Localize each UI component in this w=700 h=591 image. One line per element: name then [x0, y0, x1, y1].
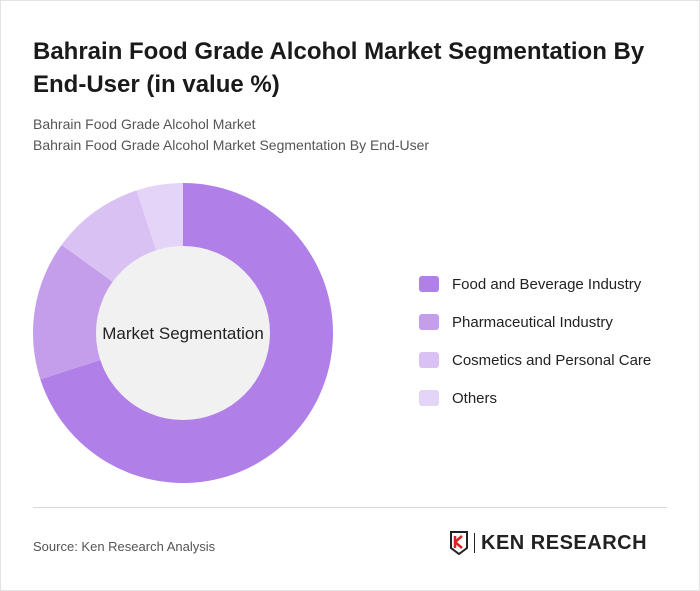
divider: [33, 507, 667, 508]
chart-title: Bahrain Food Grade Alcohol Market Segmen…: [33, 38, 645, 98]
legend-label: Food and Beverage Industry: [452, 275, 642, 293]
legend-label: Cosmetics and Personal Care: [452, 351, 652, 369]
center-label: Market Segmentation: [102, 324, 264, 343]
legend-swatch: [419, 390, 439, 406]
subtitle-market: Bahrain Food Grade Alcohol Market: [33, 116, 256, 132]
legend: Food and Beverage Industry Pharmaceutica…: [419, 265, 651, 417]
legend-label: Others: [452, 389, 498, 407]
donut-hole: [96, 246, 270, 420]
legend-label: Pharmaceutical Industry: [452, 313, 613, 331]
ken-logo-icon: [450, 531, 468, 555]
legend-item[interactable]: Cosmetics and Personal Care: [419, 341, 651, 379]
ken-research-logo: KEN RESEARCH: [449, 531, 647, 555]
donut-chart: Market Segmentation: [33, 183, 333, 483]
legend-item[interactable]: Others: [419, 379, 651, 417]
legend-swatch: [419, 352, 439, 368]
legend-item[interactable]: Food and Beverage Industry: [419, 265, 651, 303]
source-note: Source: Ken Research Analysis: [33, 539, 216, 554]
legend-item[interactable]: Pharmaceutical Industry: [419, 303, 651, 341]
legend-swatch: [419, 276, 439, 292]
subtitle-segmentation: Bahrain Food Grade Alcohol Market Segmen…: [33, 137, 430, 153]
legend-swatch: [419, 314, 439, 330]
logo-text: KEN RESEARCH: [481, 531, 648, 554]
